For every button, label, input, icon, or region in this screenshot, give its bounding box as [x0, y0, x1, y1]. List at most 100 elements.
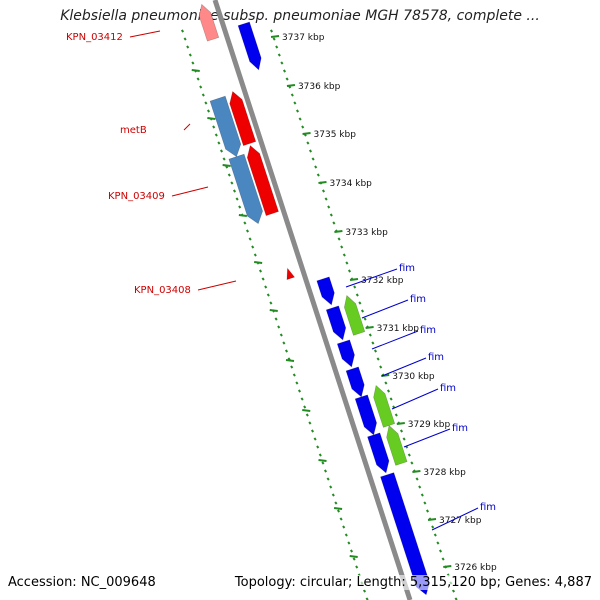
gene-forward[interactable] — [325, 305, 347, 341]
gene-label[interactable]: metB — [120, 125, 147, 136]
tick-major — [286, 84, 296, 87]
tick-major — [318, 459, 327, 462]
tick-dot — [355, 565, 359, 569]
tick-dot — [238, 205, 242, 209]
gene-forward[interactable] — [354, 394, 377, 436]
tick-dot — [352, 557, 356, 561]
tick-dot — [204, 101, 208, 105]
tick-dot — [336, 509, 341, 513]
tick-dot — [339, 517, 343, 521]
tick-dot — [298, 117, 302, 121]
tick-dot — [362, 589, 367, 593]
gene-cds[interactable] — [228, 153, 263, 225]
tick-dot — [323, 469, 328, 473]
tick-dot — [290, 365, 294, 369]
tick-dot — [272, 37, 276, 41]
gene-reverse[interactable] — [198, 3, 220, 42]
tick-dot — [368, 333, 372, 337]
gene-label[interactable]: KPN_03412 — [66, 32, 123, 43]
tick-dot — [269, 29, 274, 33]
tick-dot — [308, 149, 313, 153]
tick-major — [318, 181, 327, 184]
tick-label: 3733 kbp — [345, 228, 388, 238]
tick-dot — [274, 317, 278, 321]
gene-label[interactable]: fim — [428, 352, 444, 363]
tick-dot — [316, 173, 320, 177]
tick-label: 3732 kbp — [361, 276, 404, 286]
tick-dot — [214, 133, 218, 137]
gene-label[interactable]: fim — [452, 423, 468, 434]
gene-fim[interactable] — [373, 384, 396, 428]
tick-dot — [300, 397, 304, 401]
tick-dot — [310, 429, 315, 433]
tick-dot — [332, 221, 336, 225]
tick-dot — [279, 333, 283, 337]
gene-cds[interactable] — [209, 95, 242, 158]
tick-label: 3731 kbp — [377, 324, 420, 334]
gene-label[interactable]: fim — [440, 383, 456, 394]
label-leader — [371, 330, 419, 350]
tick-dot — [386, 389, 391, 393]
tick-major — [396, 422, 405, 425]
tick-dot — [342, 525, 346, 529]
tick-dot — [358, 301, 362, 305]
tick-dot — [321, 189, 326, 193]
tick-dot — [285, 77, 289, 81]
gene-fim[interactable] — [344, 294, 366, 336]
tick-dot — [347, 541, 351, 545]
gene-label[interactable]: fim — [420, 325, 436, 336]
label-leader — [431, 507, 479, 531]
tick-major — [238, 214, 247, 217]
gene-forward[interactable] — [367, 432, 390, 474]
tick-dot — [327, 205, 331, 209]
tick-label: 3729 kbp — [408, 420, 451, 430]
label-leader — [129, 30, 161, 38]
gene-label[interactable]: fim — [480, 502, 496, 513]
tick-label: 3728 kbp — [423, 468, 466, 478]
tick-dot — [227, 173, 231, 177]
gene-label[interactable]: KPN_03408 — [134, 285, 191, 296]
tick-dot — [206, 109, 211, 113]
gene-fim[interactable] — [386, 424, 408, 466]
tick-major — [254, 261, 263, 264]
label-leader — [381, 357, 427, 377]
tick-dot — [264, 285, 268, 289]
gene-track[interactable] — [198, 3, 430, 596]
gene-label[interactable]: fim — [399, 263, 415, 274]
tick-dot — [180, 29, 185, 33]
tick-dot — [313, 437, 317, 441]
label-leader — [345, 268, 398, 288]
tick-label: 3736 kbp — [298, 82, 341, 92]
label-leader — [171, 186, 209, 197]
gene-reverse[interactable] — [246, 145, 279, 216]
tick-dot — [258, 269, 263, 273]
tick-major — [443, 565, 452, 568]
tick-dot — [441, 557, 445, 561]
gene-label[interactable]: KPN_03409 — [108, 191, 165, 202]
tick-dot — [196, 77, 200, 81]
tick-dot — [334, 501, 338, 505]
tick-dot — [340, 245, 344, 249]
gene-forward[interactable] — [345, 366, 365, 398]
tick-dot — [282, 341, 286, 345]
gene-forward[interactable] — [336, 339, 355, 368]
chromosome-backbone — [212, 0, 413, 600]
tick-dot — [191, 61, 195, 65]
tick-dot — [418, 485, 422, 489]
label-layer: 3737 kbp 3736 kbp 3735 kbp 3734 kbp 3733 kbp… — [66, 30, 497, 573]
tick-label: 3730 kbp — [392, 372, 435, 382]
tick-dot — [331, 493, 335, 497]
tick-dot — [363, 317, 367, 321]
tick-dot — [201, 93, 205, 97]
tick-dot — [373, 349, 378, 353]
gene-label[interactable]: fim — [410, 294, 426, 305]
gene-forward[interactable] — [237, 21, 262, 71]
tick-dot — [345, 261, 349, 265]
tick-major — [285, 359, 295, 362]
gene-forward[interactable] — [316, 276, 335, 306]
tick-dot — [326, 477, 330, 481]
gene-reverse[interactable] — [229, 91, 257, 146]
tick-dot — [438, 549, 443, 553]
gene-reverse[interactable] — [286, 267, 296, 280]
